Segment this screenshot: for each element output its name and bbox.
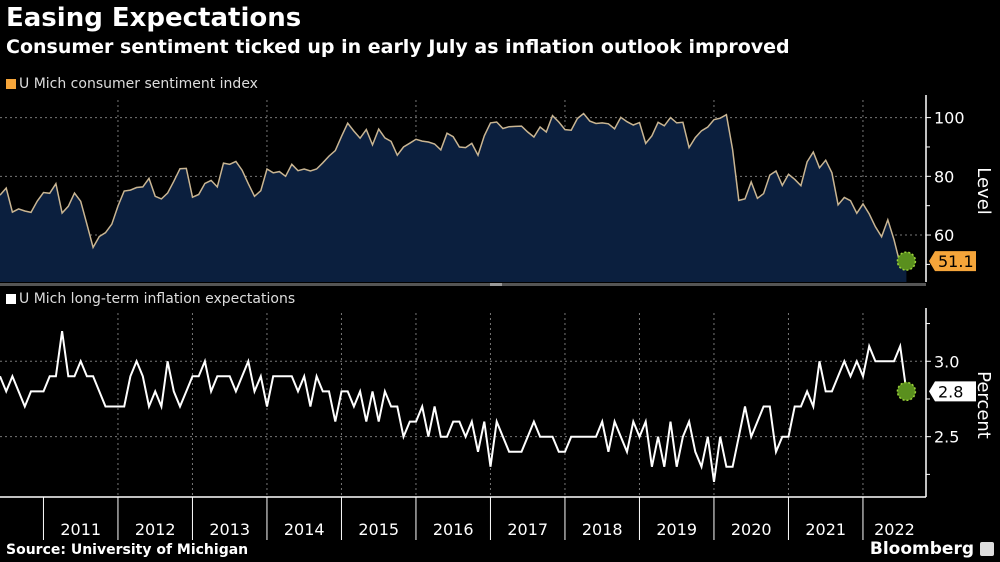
x-tick-label: 2012 xyxy=(135,520,176,539)
y-tick-label: 2.5 xyxy=(934,428,959,447)
x-tick-label: 2019 xyxy=(656,520,697,539)
x-tick-label: 2021 xyxy=(805,520,846,539)
legend-inflation: U Mich long-term inflation expectations xyxy=(6,291,295,307)
legend-label: U Mich long-term inflation expectations xyxy=(19,291,296,307)
chart-subtitle: Consumer sentiment ticked up in early Ju… xyxy=(6,36,790,58)
y-tick-label: 100 xyxy=(934,109,965,128)
x-tick-label: 2016 xyxy=(433,520,474,539)
legend-swatch-orange xyxy=(6,79,16,89)
y-axis-label: Percent xyxy=(973,371,994,439)
y-tick-label: 60 xyxy=(934,226,954,245)
x-tick-label: 2017 xyxy=(507,520,548,539)
y-axis-label: Level xyxy=(973,167,994,215)
source-note: Source: University of Michigan xyxy=(6,542,249,558)
last-value-marker xyxy=(896,251,917,271)
x-tick-label: 2014 xyxy=(284,520,325,539)
separator-handle xyxy=(490,283,502,286)
last-value-badge xyxy=(929,251,976,272)
chart-title: Easing Expectations xyxy=(6,3,302,33)
legend-sentiment: U Mich consumer sentiment index xyxy=(6,76,258,92)
inflation-line xyxy=(0,330,908,483)
x-tick-label: 2022 xyxy=(874,520,915,539)
last-value-badge xyxy=(929,381,976,402)
x-tick-label: 2018 xyxy=(582,520,623,539)
last-value-label: 51.1 xyxy=(938,252,974,271)
x-tick-label: 2020 xyxy=(731,520,772,539)
panel-separator xyxy=(0,283,926,286)
x-tick-label: 2011 xyxy=(60,520,101,539)
bloomberg-logo: Bloomberg xyxy=(869,539,974,559)
x-tick-label: 2015 xyxy=(358,520,399,539)
sentiment-area xyxy=(0,113,907,282)
y-tick-label: 3.0 xyxy=(934,352,959,371)
last-value-label: 2.8 xyxy=(938,382,963,401)
legend-swatch-white xyxy=(6,294,16,304)
legend-label: U Mich consumer sentiment index xyxy=(19,76,258,92)
y-tick-label: 80 xyxy=(934,167,954,186)
x-tick-label: 2013 xyxy=(209,520,250,539)
sentiment-line xyxy=(0,112,907,266)
last-value-marker xyxy=(896,381,917,402)
chart-icon xyxy=(980,542,994,556)
